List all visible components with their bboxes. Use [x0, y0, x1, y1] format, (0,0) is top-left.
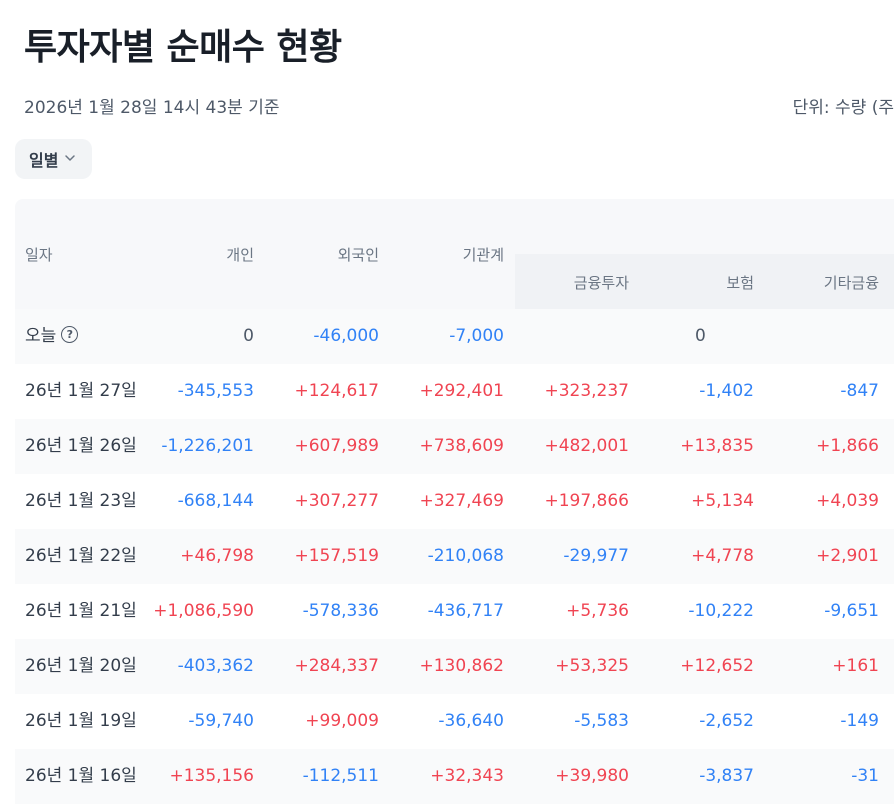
timestamp-label: 2026년 1월 28일 14시 43분 기준	[24, 98, 280, 118]
today-cell: 오늘?	[25, 309, 79, 364]
header-date: 일자	[25, 246, 53, 264]
period-dropdown[interactable]: 일별	[15, 139, 92, 179]
header-insurance: 보험	[726, 274, 754, 292]
other-financial-cell: +4,039	[816, 491, 879, 511]
insurance-cell: +12,652	[680, 656, 754, 676]
individual-cell: -345,553	[177, 381, 254, 401]
individual-cell: +1,086,590	[153, 601, 254, 621]
institution-cell: +32,343	[430, 766, 504, 786]
today-foreign: -46,000	[313, 326, 379, 346]
foreign-cell: +99,009	[305, 711, 379, 731]
table-row: 26년 1월 26일 -1,226,201 +607,989 +738,609 +482…	[15, 419, 894, 474]
insurance-cell: -1,402	[699, 381, 754, 401]
header-individual: 개인	[226, 246, 254, 264]
question-circle-icon[interactable]: ?	[61, 326, 79, 343]
institution-subheader-bg	[515, 254, 894, 309]
financial-cell: +39,980	[555, 766, 629, 786]
insurance-cell: -10,222	[688, 601, 754, 621]
foreign-cell: +284,337	[294, 656, 379, 676]
insurance-cell: -2,652	[699, 711, 754, 731]
insurance-cell: +4,778	[691, 546, 754, 566]
period-dropdown-label: 일별	[29, 151, 59, 170]
other-financial-cell: -149	[840, 711, 879, 731]
table-row: 26년 1월 19일 -59,740 +99,009 -36,640 -5,583 -2,…	[15, 694, 894, 749]
table-row: 26년 1월 27일 -345,553 +124,617 +292,401 +323,2…	[15, 364, 894, 419]
other-financial-cell: -31	[851, 766, 879, 786]
table-header: 일자 개인 외국인 기관계 금융투자 보험 기타금융	[15, 199, 894, 309]
individual-cell: -1,226,201	[161, 436, 254, 456]
today-individual: 0	[243, 326, 254, 346]
investor-table: 일자 개인 외국인 기관계 금융투자 보험 기타금융 오늘? 0 -46,000…	[15, 199, 894, 804]
individual-cell: +135,156	[169, 766, 254, 786]
header-financial: 금융투자	[573, 274, 629, 292]
financial-cell: +197,866	[544, 491, 629, 511]
date-cell: 26년 1월 22일	[25, 546, 137, 566]
date-cell: 26년 1월 27일	[25, 381, 137, 401]
date-cell: 26년 1월 23일	[25, 491, 137, 511]
other-financial-cell: +1,866	[816, 436, 879, 456]
table-row: 26년 1월 22일 +46,798 +157,519 -210,068 -29,977…	[15, 529, 894, 584]
individual-cell: -403,362	[177, 656, 254, 676]
financial-cell: -5,583	[574, 711, 629, 731]
date-cell: 26년 1월 26일	[25, 436, 137, 456]
foreign-cell: -578,336	[302, 601, 379, 621]
header-other-financial: 기타금융	[823, 274, 879, 292]
individual-cell: -59,740	[188, 711, 254, 731]
today-subtotal: 0	[695, 326, 706, 346]
table-row: 26년 1월 23일 -668,144 +307,277 +327,469 +197,8…	[15, 474, 894, 529]
date-cell: 26년 1월 21일	[25, 601, 137, 621]
institution-cell: +738,609	[419, 436, 504, 456]
foreign-cell: -112,511	[302, 766, 379, 786]
today-label: 오늘	[25, 326, 57, 346]
table-row: 26년 1월 16일 +135,156 -112,511 +32,343 +39,980…	[15, 749, 894, 804]
institution-cell: -436,717	[427, 601, 504, 621]
table-row-today: 오늘? 0 -46,000 -7,000 0	[15, 309, 894, 364]
date-cell: 26년 1월 19일	[25, 711, 137, 731]
table-row: 26년 1월 20일 -403,362 +284,337 +130,862 +53,32…	[15, 639, 894, 694]
institution-cell: +130,862	[419, 656, 504, 676]
date-cell: 26년 1월 16일	[25, 766, 137, 786]
insurance-cell: +13,835	[680, 436, 754, 456]
financial-cell: +482,001	[544, 436, 629, 456]
insurance-cell: -3,837	[699, 766, 754, 786]
financial-cell: -29,977	[563, 546, 629, 566]
institution-cell: -36,640	[438, 711, 504, 731]
insurance-cell: +5,134	[691, 491, 754, 511]
financial-cell: +323,237	[544, 381, 629, 401]
foreign-cell: +157,519	[294, 546, 379, 566]
today-institution: -7,000	[449, 326, 504, 346]
page-title: 투자자별 순매수 현황	[24, 27, 342, 68]
foreign-cell: +607,989	[294, 436, 379, 456]
individual-cell: -668,144	[177, 491, 254, 511]
foreign-cell: +124,617	[294, 381, 379, 401]
institution-cell: +327,469	[419, 491, 504, 511]
header-institution: 기관계	[462, 246, 504, 264]
financial-cell: +5,736	[566, 601, 629, 621]
other-financial-cell: +2,901	[816, 546, 879, 566]
unit-label: 단위: 수량 (주	[792, 98, 894, 118]
table-row: 26년 1월 21일 +1,086,590 -578,336 -436,717 +5,7…	[15, 584, 894, 639]
header-foreign: 외국인	[337, 246, 379, 264]
other-financial-cell: -9,651	[824, 601, 879, 621]
individual-cell: +46,798	[180, 546, 254, 566]
chevron-down-icon	[65, 155, 76, 161]
other-financial-cell: +161	[832, 656, 879, 676]
date-cell: 26년 1월 20일	[25, 656, 137, 676]
financial-cell: +53,325	[555, 656, 629, 676]
institution-cell: -210,068	[427, 546, 504, 566]
institution-cell: +292,401	[419, 381, 504, 401]
other-financial-cell: -847	[840, 381, 879, 401]
foreign-cell: +307,277	[294, 491, 379, 511]
